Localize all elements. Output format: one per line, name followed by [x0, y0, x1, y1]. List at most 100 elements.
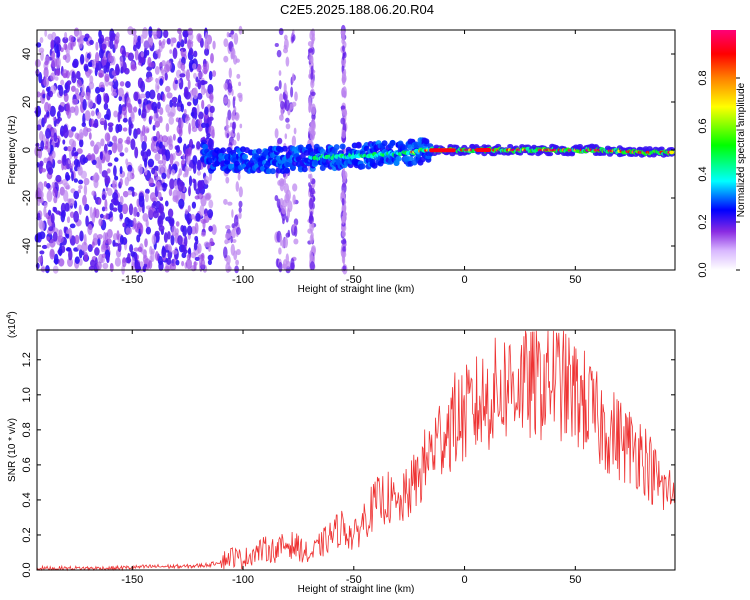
spectrogram-x-ticks: -150 -100 -50 0 50 [121, 30, 581, 286]
x-tick-label: -50 [346, 274, 362, 286]
spectrogram-cell [46, 182, 51, 189]
spectrogram-cell [278, 27, 284, 36]
spectrogram-cell [99, 213, 104, 219]
spectrogram-cell [237, 172, 241, 181]
spectrogram-cell [170, 234, 175, 246]
spectrogram-cell [46, 236, 50, 241]
spectrogram-cell [196, 159, 202, 171]
spectrogram-cell [130, 64, 137, 72]
spectrogram-cell [169, 217, 175, 227]
spectrogram-cell [173, 163, 178, 171]
spectrogram-cell [235, 259, 239, 266]
spectrogram-cell [99, 87, 105, 93]
spectrogram-cell [278, 70, 282, 77]
spectrogram-cell [136, 234, 141, 243]
spectrogram-cell [140, 80, 146, 93]
spectrogram-cell [189, 90, 193, 101]
spectrogram-cell [119, 81, 125, 87]
spectrogram-cell [112, 180, 118, 190]
spectrogram-cell [52, 231, 58, 242]
spectrogram-cell [226, 133, 230, 139]
spectrogram-cell [203, 183, 209, 189]
spectrogram-cell [183, 249, 188, 254]
spectrogram-cell [180, 49, 184, 57]
spectrogram-cell [309, 213, 313, 225]
spectrogram-cell [57, 235, 64, 243]
spectrogram-cell [197, 181, 203, 191]
spectrogram-cell [283, 167, 290, 174]
spectrogram-cell [100, 43, 107, 50]
spectrogram-cell [65, 184, 71, 190]
spectrogram-cell [310, 65, 314, 75]
spectrogram-cell [205, 193, 211, 201]
spectrogram-cell [98, 48, 104, 59]
spectrogram-cell [171, 96, 178, 103]
spectrogram-cell [177, 136, 183, 144]
spectrogram-cell [95, 41, 99, 51]
spectrogram-cell [119, 235, 124, 245]
spectrogram-cell [131, 190, 135, 197]
spectrogram-cell [145, 90, 151, 99]
spectrogram-cell [283, 82, 287, 94]
snr-series-line [36, 330, 675, 572]
spectrogram-cell [167, 244, 172, 251]
spectrogram-cell [209, 92, 214, 104]
spectrogram-cell [110, 32, 116, 38]
spectrogram-cell [144, 238, 148, 248]
spectrogram-cell [85, 91, 90, 101]
spectrogram-cell [152, 124, 156, 131]
spectrogram-cell [180, 62, 186, 71]
spectrogram-cell [165, 85, 171, 93]
spectrogram-cell [282, 218, 285, 225]
spectrogram-cell [291, 73, 295, 83]
spectrogram-cell [290, 257, 295, 270]
spectrogram-cell [293, 127, 297, 135]
spectrogram-cell [274, 128, 279, 139]
spectrogram-cell [94, 208, 100, 219]
spectrogram-cell [64, 202, 70, 212]
spectrogram-cell [94, 247, 100, 256]
spectrogram-cell [122, 190, 129, 198]
spectrogram-cell [167, 250, 173, 260]
spectrogram-cell [91, 241, 95, 248]
spectrogram-cell [239, 123, 243, 129]
spectrogram-cell [182, 29, 189, 38]
spectrogram-cell [78, 179, 84, 185]
spectrogram-cell [184, 35, 188, 44]
spectrogram-cell [40, 50, 44, 61]
spectrogram-cell [88, 132, 92, 140]
spectrogram-cell [62, 73, 68, 78]
spectrogram-cell [154, 230, 160, 238]
spectrogram-cell [193, 72, 197, 79]
spectrogram-cell [204, 106, 209, 116]
spectrogram-cell [236, 132, 241, 142]
spectrogram-cell [180, 159, 186, 165]
spectrogram-cell [278, 261, 283, 273]
spectrogram-cell [203, 175, 210, 185]
spectrogram-cell [211, 224, 217, 236]
spectrogram-cell [658, 146, 665, 151]
spectrogram-cell [43, 114, 47, 124]
spectrogram-cell [39, 37, 44, 44]
colorbar: 0.0 0.2 0.4 0.6 0.8 Normalized spectral ampl… [697, 30, 747, 278]
spectrogram-cell [142, 124, 146, 137]
spectrogram-cell [153, 112, 160, 123]
spectrogram-cell [204, 32, 209, 43]
spectrogram-cell [34, 59, 41, 68]
spectrogram-cell [226, 31, 230, 38]
spectrogram-cell [227, 201, 233, 206]
spectrogram-cell [157, 101, 161, 110]
spectrogram-cell [301, 166, 308, 173]
spectrogram-y-label: Frequency (Hz) [7, 116, 18, 185]
x-tick-label: 0 [461, 274, 467, 286]
spectrogram-cell [60, 101, 65, 107]
spectrogram-cell [127, 52, 135, 61]
spectrogram-cell [112, 233, 118, 241]
spectrogram-cell [309, 250, 313, 262]
spectrogram-cell [227, 109, 232, 121]
spectrogram-cell [137, 246, 143, 253]
spectrogram-cell [111, 91, 117, 97]
spectrogram-cell [168, 143, 174, 151]
spectrogram-cell [151, 101, 158, 112]
